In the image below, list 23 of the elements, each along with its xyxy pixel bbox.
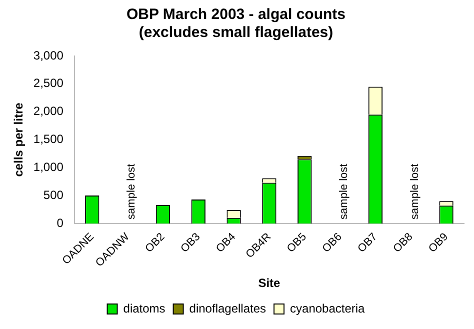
x-tick-label: OB4 (214, 230, 238, 255)
annotation: sample lost (126, 164, 138, 220)
y-tick-label: 2,500 (33, 76, 64, 90)
y-tick-label: 500 (43, 188, 64, 202)
y-tick-label: 1,500 (33, 132, 64, 146)
y-axis-title: cells per litre (12, 102, 26, 177)
y-tick-label: 1,000 (33, 160, 64, 174)
x-tick-label: OB6 (320, 230, 344, 255)
y-tick-label: 3,000 (33, 48, 64, 62)
text: OBP March 2003 - algal counts (126, 6, 346, 24)
annotation: sample lost (408, 164, 421, 220)
x-tick-label: OB3 (178, 230, 203, 255)
legend-label: dinoflagellates (189, 301, 266, 316)
legend-label: diatoms (123, 301, 166, 316)
y-tick-label: 2,000 (33, 104, 64, 118)
x-tick-label: OB8 (391, 230, 416, 255)
x-tick-label: OB2 (143, 230, 168, 255)
annotation: sample lost (338, 164, 350, 220)
legend-label: cyanobacteria (290, 301, 366, 316)
text: (excludes small flagellates) (138, 24, 334, 42)
x-tick-label: OB9 (426, 230, 451, 255)
x-axis-title: Site (258, 276, 281, 290)
y-tick-label: 0 (56, 216, 64, 230)
